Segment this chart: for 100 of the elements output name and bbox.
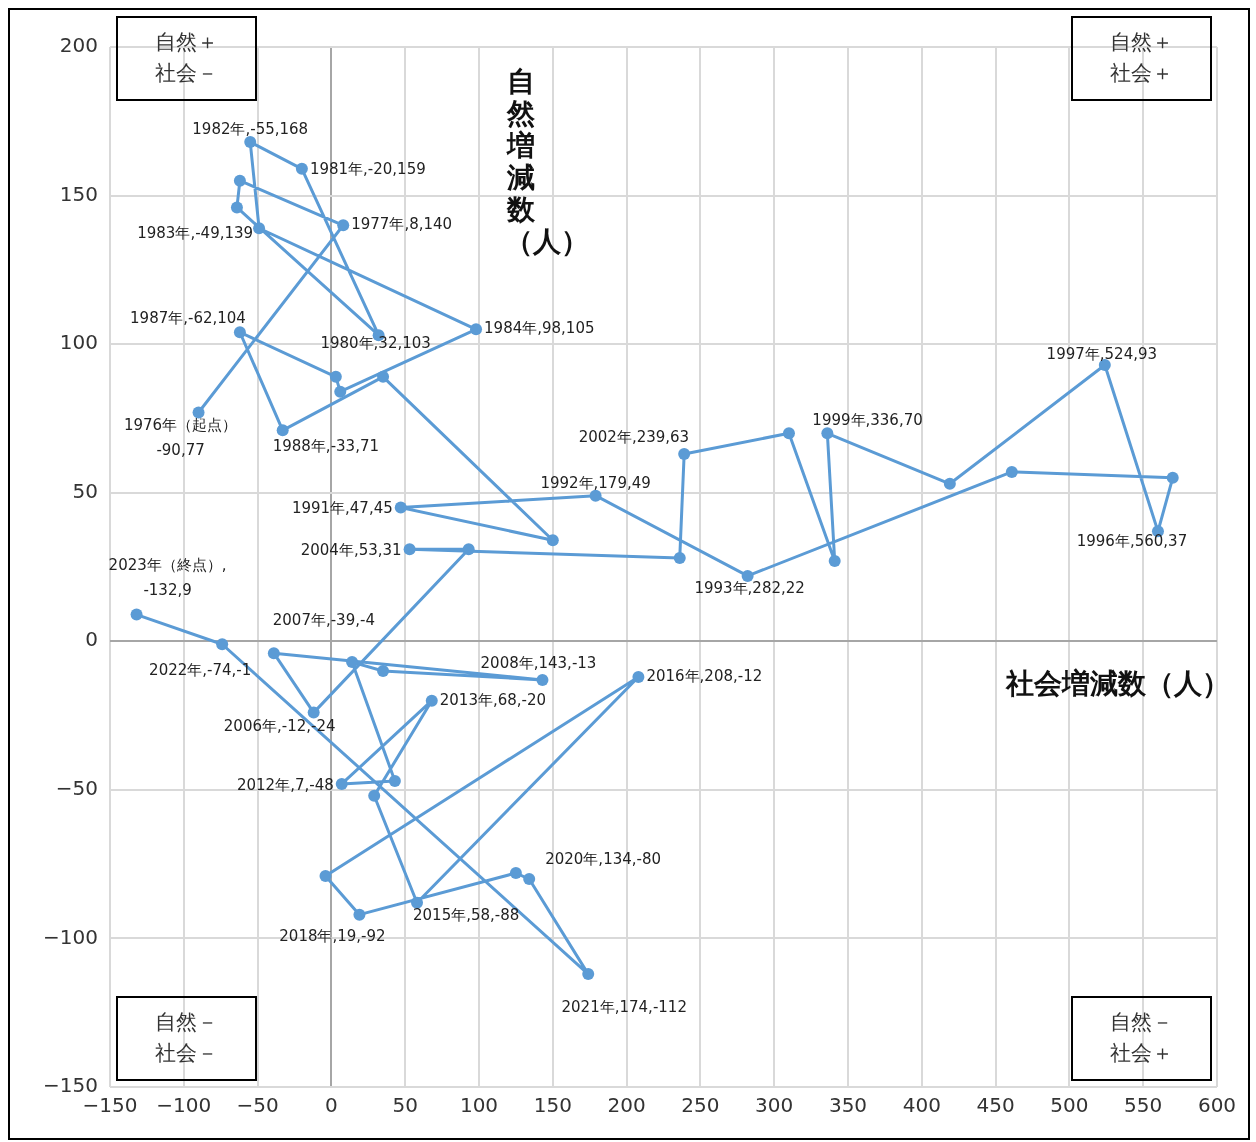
annotation: 2023年（終点）, -132,9 — [108, 556, 227, 600]
x-tick-label: 0 — [325, 1093, 338, 1118]
point — [589, 489, 602, 502]
annotation: 1993年,282,22 — [694, 578, 805, 597]
annotation: 2008年,143,-13 — [480, 653, 597, 672]
point — [470, 323, 483, 336]
point — [377, 665, 390, 677]
annotation: 1997年,524,93 — [1046, 344, 1158, 363]
point — [233, 326, 246, 339]
annotation: 1981年,-20,159 — [309, 159, 426, 178]
point — [943, 477, 956, 490]
point — [130, 608, 143, 621]
annotation: 自然＋社会－ — [153, 29, 219, 87]
y-tick-label: 0 — [85, 627, 98, 652]
x-tick-label: −100 — [156, 1093, 212, 1118]
x-tick-label: 350 — [828, 1093, 868, 1118]
point — [546, 534, 559, 547]
x-tick-label: 200 — [607, 1093, 646, 1118]
point — [329, 370, 342, 383]
y-tick-label: 50 — [72, 478, 98, 503]
annotation: 2022年,-74,-1 — [149, 661, 252, 680]
point — [394, 501, 407, 514]
x-tick-label: 400 — [902, 1093, 941, 1118]
point — [425, 694, 438, 707]
annotation: 1991年,47,45 — [291, 499, 393, 518]
point — [828, 555, 841, 568]
point — [632, 670, 645, 683]
annotation: 2018年,19,-92 — [279, 926, 386, 945]
annotation: 2015年,58,-88 — [413, 905, 520, 924]
y-tick-label: 150 — [59, 181, 98, 206]
y-tick-label: 200 — [59, 33, 98, 58]
annotation: 2016年,208,-12 — [646, 666, 763, 685]
point — [582, 968, 595, 981]
annotation: 1982年,-55,168 — [192, 119, 309, 138]
point — [1166, 471, 1179, 484]
point — [741, 569, 754, 582]
point — [678, 448, 691, 461]
annotation: 2007年,-39,-4 — [272, 611, 375, 630]
annotation: 2004年,53,31 — [300, 541, 402, 560]
x-tick-label: 100 — [459, 1093, 499, 1118]
annotation: 1987年,-62,104 — [130, 309, 246, 328]
point — [782, 427, 795, 440]
annotation: 1980年,32,103 — [320, 334, 431, 353]
point — [216, 638, 229, 651]
point — [462, 543, 475, 556]
point — [319, 870, 332, 883]
x-tick-label: 500 — [1050, 1093, 1089, 1118]
annotation: 1999年,336,70 — [812, 411, 923, 430]
point — [335, 777, 348, 790]
annotation: 1976年（起点） -90,77 — [123, 416, 238, 460]
x-tick-label: 450 — [976, 1093, 1015, 1118]
annotation: 1977年,8,140 — [351, 215, 453, 234]
annotation: 自然－社会－ — [153, 1009, 219, 1067]
annotation: 2021年,174,-112 — [561, 997, 687, 1016]
point — [334, 385, 347, 398]
annotation: 1992年,179,49 — [540, 473, 651, 492]
annotation: 1996年,560,37 — [1076, 532, 1188, 551]
point — [295, 162, 308, 175]
point — [673, 552, 686, 565]
y-tick-label: −150 — [43, 1073, 98, 1098]
y-tick-label: 100 — [59, 330, 98, 355]
point — [821, 427, 834, 440]
annotation: 2002年,239,63 — [578, 427, 690, 446]
annotation: 1988年,-33,71 — [272, 437, 379, 456]
point — [509, 867, 522, 880]
annotation: 1984年,98,105 — [484, 319, 595, 338]
point — [353, 908, 366, 921]
x-axis-title: 社会増減数（人） — [1006, 666, 1230, 702]
annotation: 2012年,7,-48 — [236, 775, 334, 794]
point — [192, 406, 205, 419]
point — [244, 136, 257, 149]
x-tick-label: 50 — [392, 1093, 418, 1118]
x-tick-label: 300 — [755, 1093, 794, 1118]
x-tick-label: 600 — [1197, 1093, 1237, 1118]
x-tick-label: 150 — [533, 1093, 572, 1118]
annotation: 2020年,134,-80 — [545, 849, 662, 868]
point — [377, 370, 390, 383]
point — [411, 896, 424, 909]
annotation: 1983年,-49,139 — [137, 224, 254, 243]
point — [276, 424, 289, 437]
annotation: 自然－社会＋ — [1108, 1009, 1174, 1067]
point — [1005, 465, 1018, 478]
point — [307, 706, 320, 719]
annotation: 2013年,68,-20 — [439, 690, 547, 709]
point — [346, 656, 359, 669]
point — [267, 647, 280, 660]
point — [368, 789, 381, 802]
point — [403, 543, 416, 556]
y-tick-label: −100 — [43, 924, 98, 949]
y-axis-title: 自然増減数（人） — [505, 65, 589, 258]
x-tick-label: 250 — [681, 1093, 720, 1118]
y-tick-label: −50 — [55, 776, 98, 801]
point — [337, 219, 350, 232]
point — [536, 673, 549, 686]
point — [233, 174, 246, 187]
point — [253, 222, 266, 235]
point — [230, 201, 243, 214]
point — [388, 774, 401, 787]
annotation: 自然＋社会＋ — [1108, 29, 1174, 87]
x-tick-label: 550 — [1124, 1093, 1163, 1118]
